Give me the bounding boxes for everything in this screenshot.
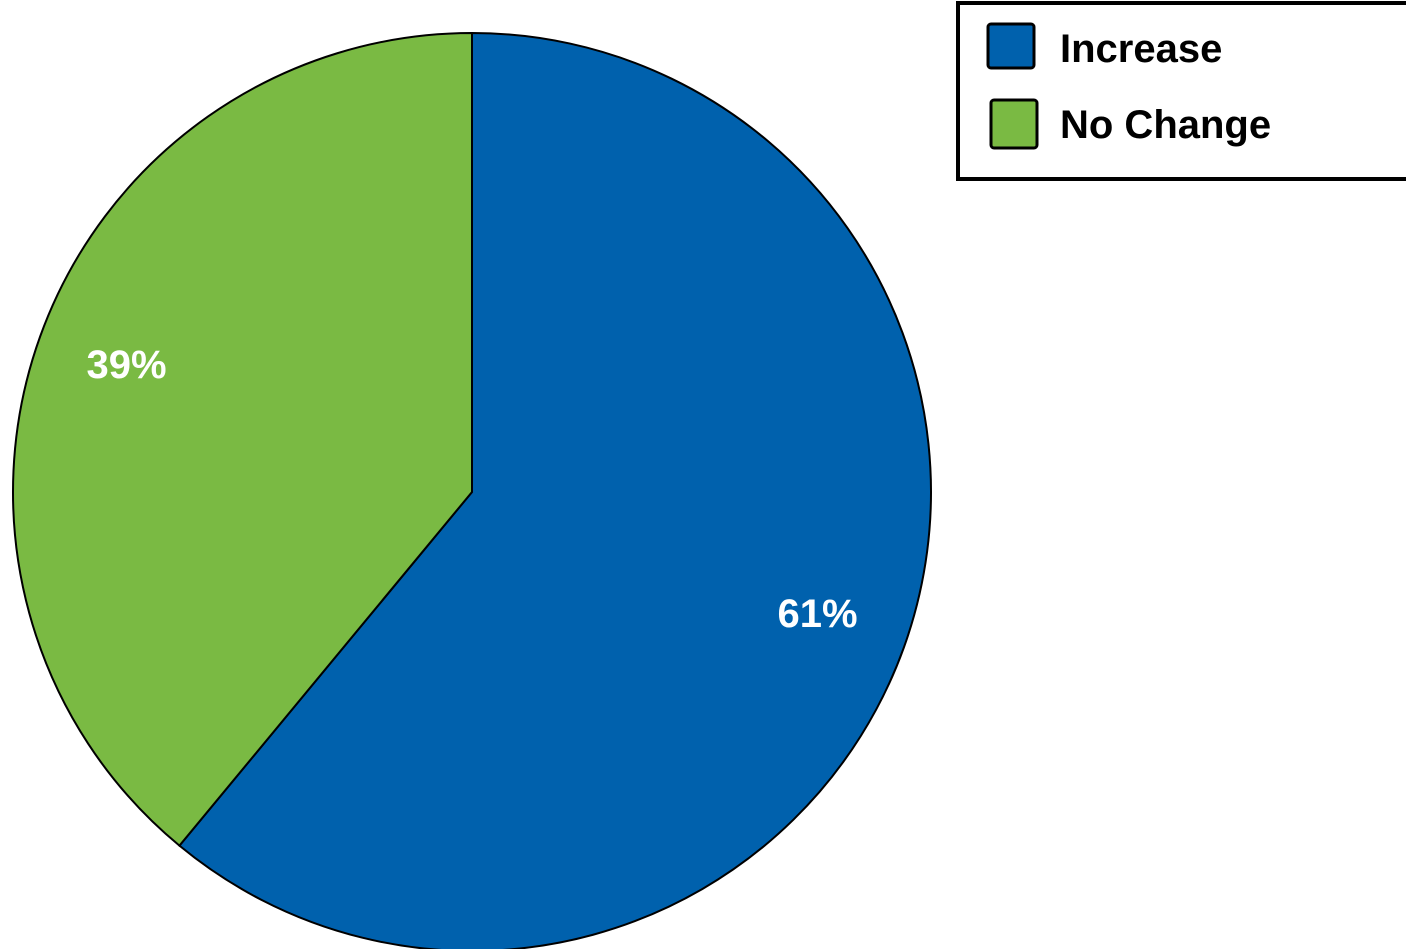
- legend-label-no-change: No Change: [1060, 103, 1271, 147]
- legend: Increase No Change: [956, 1, 1406, 181]
- legend-frame: [956, 1, 1406, 181]
- legend-swatch-increase: [986, 22, 1036, 70]
- pie-slice-no-change: [12, 31, 473, 848]
- pie-slice-labels: 61% 39%: [86, 343, 857, 636]
- pie-slice-label-increase: 61%: [777, 592, 857, 636]
- pie-slice-increase: [178, 31, 932, 949]
- pie-slice-label-no-change: 39%: [86, 343, 166, 387]
- legend-swatch-no-change: [989, 98, 1039, 150]
- pie-slices: [12, 31, 932, 949]
- legend-label-increase: Increase: [1060, 27, 1222, 71]
